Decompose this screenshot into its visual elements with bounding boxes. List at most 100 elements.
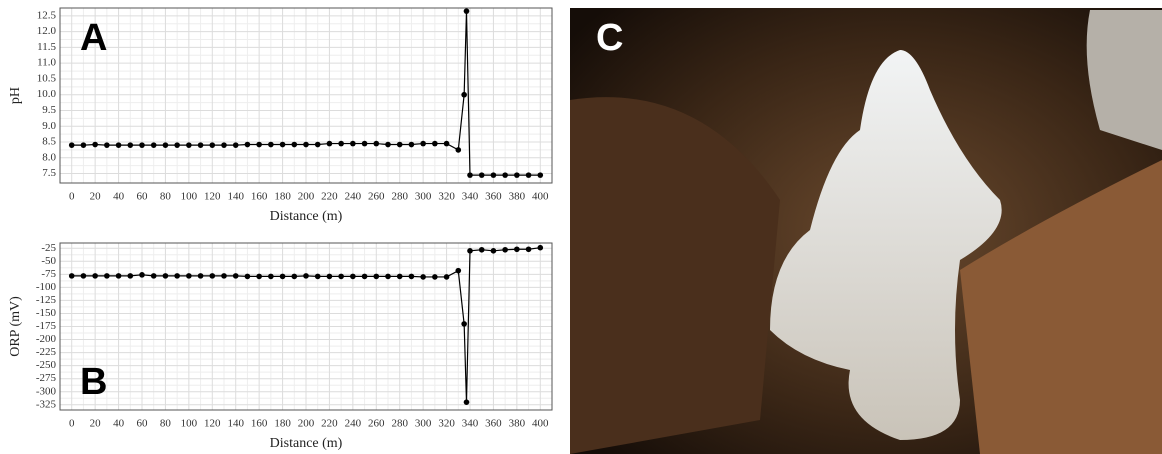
x-tick-label: 140 [227, 418, 244, 430]
x-tick-label: 320 [438, 191, 455, 203]
data-point [256, 142, 262, 148]
data-point [327, 274, 333, 280]
data-point [81, 273, 87, 279]
data-point [350, 274, 356, 280]
photo: C [570, 8, 1162, 454]
data-point [362, 274, 368, 280]
data-point [69, 142, 75, 148]
x-tick-label: 0 [69, 418, 75, 430]
y-tick-label: -175 [36, 320, 57, 332]
y-axis-label: pH [8, 87, 23, 104]
data-point [221, 142, 227, 148]
data-point [385, 142, 391, 148]
data-point [315, 142, 321, 148]
y-axis-label: ORP (mV) [8, 296, 23, 357]
data-point [432, 274, 438, 280]
data-point [303, 273, 309, 279]
x-tick-label: 100 [181, 418, 198, 430]
data-point [198, 273, 204, 279]
x-tick-label: 380 [509, 418, 526, 430]
data-point [209, 142, 215, 148]
x-tick-label: 180 [274, 191, 291, 203]
data-point [420, 141, 426, 147]
x-tick-label: 220 [321, 418, 338, 430]
x-tick-label: 60 [137, 418, 149, 430]
x-tick-label: 400 [532, 191, 549, 203]
x-tick-label: 220 [321, 191, 338, 203]
data-point [409, 142, 415, 148]
data-point [92, 142, 98, 148]
x-tick-label: 240 [345, 191, 362, 203]
data-point [409, 274, 415, 280]
data-point [163, 273, 169, 279]
data-point [291, 274, 297, 280]
data-point [127, 273, 133, 279]
data-point [464, 399, 470, 405]
data-point [502, 247, 508, 253]
x-tick-label: 40 [113, 191, 125, 203]
y-tick-label: 10.0 [37, 88, 57, 100]
data-point [461, 321, 467, 327]
data-point [245, 274, 251, 280]
x-tick-label: 100 [181, 191, 198, 203]
data-point [186, 273, 192, 279]
data-point [327, 141, 333, 147]
x-tick-label: 60 [137, 191, 149, 203]
data-point [420, 274, 426, 280]
x-axis-label: Distance (m) [270, 209, 343, 224]
y-tick-label: -150 [36, 307, 57, 319]
x-tick-label: 180 [274, 418, 291, 430]
data-point [444, 274, 450, 280]
data-point [280, 274, 286, 280]
data-point [514, 172, 520, 178]
data-point [233, 142, 239, 148]
data-point [127, 142, 133, 148]
data-point [373, 274, 379, 280]
y-tick-label: 11.0 [37, 57, 56, 69]
data-point [461, 92, 467, 98]
x-tick-label: 160 [251, 418, 268, 430]
x-tick-label: 120 [204, 418, 221, 430]
y-tick-label: -225 [36, 346, 57, 358]
y-tick-label: 7.5 [42, 167, 56, 179]
data-point [198, 142, 204, 148]
x-tick-label: 300 [415, 418, 432, 430]
data-point [116, 273, 122, 279]
data-point [221, 273, 227, 279]
x-tick-label: 340 [462, 418, 479, 430]
panel-label: C [596, 17, 623, 59]
y-tick-label: -100 [36, 281, 57, 293]
data-point [432, 141, 438, 147]
data-point [151, 142, 157, 148]
data-point [186, 142, 192, 148]
y-tick-label: 11.5 [37, 41, 56, 53]
data-point [245, 142, 251, 148]
x-tick-label: 260 [368, 418, 385, 430]
data-point [467, 248, 473, 254]
y-tick-label: -300 [36, 385, 57, 397]
data-point [514, 246, 520, 252]
y-tick-label: 8.0 [42, 151, 56, 163]
data-point [163, 142, 169, 148]
data-point [151, 273, 157, 279]
data-point [526, 172, 532, 178]
data-point [139, 272, 145, 278]
data-point [373, 141, 379, 147]
x-tick-label: 200 [298, 418, 315, 430]
y-tick-label: 10.5 [37, 72, 57, 84]
page: C 02040608010012014016018020022024026028… [0, 0, 1162, 454]
data-point [491, 248, 497, 254]
x-tick-label: 280 [391, 191, 408, 203]
y-tick-label: -200 [36, 333, 57, 345]
data-point [491, 172, 497, 178]
y-tick-label: 12.5 [37, 9, 57, 21]
y-tick-label: -75 [41, 268, 56, 280]
data-point [479, 247, 485, 253]
x-tick-label: 80 [160, 418, 172, 430]
data-point [256, 274, 262, 280]
data-point [464, 8, 470, 14]
x-tick-label: 360 [485, 191, 502, 203]
x-tick-label: 320 [438, 418, 455, 430]
x-tick-label: 340 [462, 191, 479, 203]
